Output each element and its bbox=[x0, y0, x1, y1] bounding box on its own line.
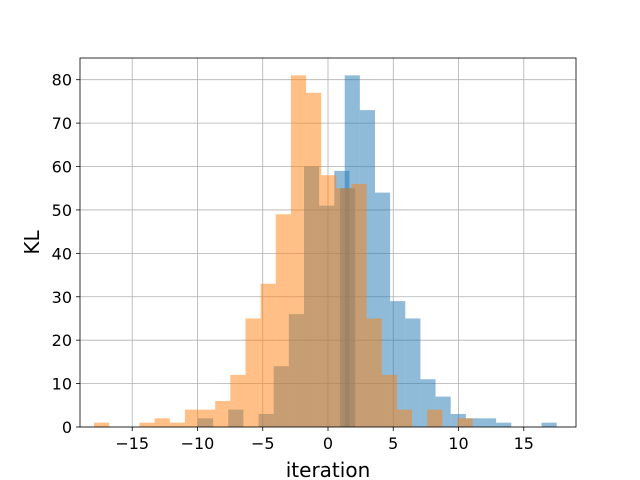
y-tick-label: 10 bbox=[52, 375, 72, 394]
histogram-bar-series-2 bbox=[275, 214, 291, 427]
histogram-bar-series-2 bbox=[245, 318, 261, 427]
histogram-bar-series-2 bbox=[200, 409, 216, 427]
histogram-bar-series-1 bbox=[405, 318, 421, 427]
y-tick-label: 0 bbox=[62, 418, 72, 437]
histogram-bar-series-2 bbox=[336, 188, 352, 427]
x-tick-label: 10 bbox=[448, 434, 468, 453]
histogram-bar-series-1 bbox=[480, 418, 497, 427]
histogram-bar-series-2 bbox=[427, 409, 443, 427]
y-tick-label: 50 bbox=[52, 201, 72, 220]
histogram-bar-series-2 bbox=[260, 283, 276, 427]
histogram-bar-series-2 bbox=[154, 418, 170, 427]
x-tick-label: 5 bbox=[388, 434, 398, 453]
histogram-bar-series-2 bbox=[215, 400, 231, 427]
y-tick-label: 40 bbox=[52, 244, 72, 263]
histogram-bar-series-2 bbox=[94, 422, 110, 427]
histogram-bar-series-2 bbox=[351, 183, 367, 427]
histogram-bar-series-2 bbox=[396, 409, 413, 427]
y-tick-label: 30 bbox=[52, 288, 72, 307]
histogram-bar-series-1 bbox=[541, 422, 557, 427]
histogram-bar-series-2 bbox=[139, 422, 155, 427]
histogram-bar-series-2 bbox=[184, 409, 201, 427]
y-tick-label: 70 bbox=[52, 114, 72, 133]
histogram-bar-series-2 bbox=[290, 75, 307, 427]
x-tick-label: −5 bbox=[251, 434, 275, 453]
histogram-bar-series-2 bbox=[321, 175, 337, 427]
x-tick-label: 15 bbox=[514, 434, 534, 453]
histogram-bar-series-2 bbox=[366, 318, 382, 427]
histogram-bar-series-2 bbox=[381, 374, 397, 427]
x-axis-label: iteration bbox=[286, 458, 371, 480]
histogram-bar-series-2 bbox=[306, 92, 322, 428]
y-tick-label: 20 bbox=[52, 331, 72, 350]
y-tick-label: 60 bbox=[52, 158, 72, 177]
histogram-bars bbox=[94, 75, 557, 428]
histogram-bar-series-2 bbox=[169, 422, 185, 427]
x-tick-label: −15 bbox=[115, 434, 149, 453]
y-tick-label: 80 bbox=[52, 71, 72, 90]
histogram-bar-series-1 bbox=[496, 422, 512, 427]
x-tick-label: 0 bbox=[323, 434, 333, 453]
y-axis-ticks: 0 10 20 30 40 50 60 70 80 bbox=[52, 71, 80, 437]
histogram-bar-series-1 bbox=[465, 418, 481, 427]
y-axis-label: KL bbox=[20, 230, 44, 255]
x-axis-ticks: −15 −10 −5 0 5 10 15 bbox=[115, 427, 534, 453]
histogram-bar-series-2 bbox=[230, 374, 246, 427]
x-tick-label: −10 bbox=[181, 434, 215, 453]
histogram-bar-series-2 bbox=[457, 418, 473, 427]
